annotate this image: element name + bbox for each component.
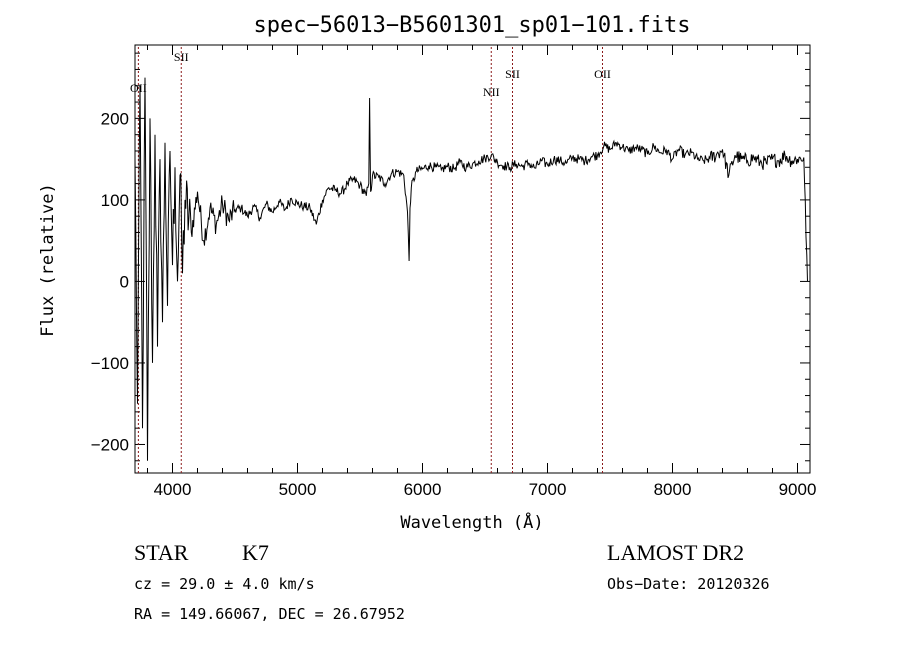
y-axis-label: Flux (relative) (38, 183, 58, 337)
emission-line-label: NII (483, 85, 500, 99)
emission-line-label: SII (174, 50, 189, 64)
spectrum-series-line (134, 77, 808, 461)
observation-date: Obs−Date: 20120326 (607, 575, 770, 593)
object-subclass: K7 (242, 540, 269, 565)
x-axis-label: Wavelength (Å) (400, 511, 543, 533)
plot-area: 4000 5000 6000 7000 8000 9000−200−1000100200O… (91, 44, 817, 499)
survey-name: LAMOST DR2 (607, 540, 744, 565)
object-class: STAR (134, 540, 189, 565)
y-tick-label: −200 (91, 435, 129, 454)
y-tick-label: 200 (101, 109, 129, 128)
chart-title: spec−56013−B5601301_sp01−101.fits (253, 13, 690, 38)
emission-line-label: OII (130, 81, 147, 95)
y-tick-label: 100 (101, 191, 129, 210)
emission-line-label: SII (505, 67, 520, 81)
x-tick-label: 8000 (654, 480, 692, 499)
x-tick-label: 9000 (779, 480, 817, 499)
x-tick-label: 7000 (529, 480, 567, 499)
redshift-value: cz = 29.0 ± 4.0 km/s (134, 575, 315, 593)
x-tick-label: 6000 (404, 480, 442, 499)
coordinates: RA = 149.66067, DEC = 26.67952 (134, 605, 405, 623)
emission-line-label: OII (594, 67, 611, 81)
x-tick-label: 4000 (154, 480, 192, 499)
y-tick-label: −100 (91, 354, 129, 373)
x-tick-label: 5000 (279, 480, 317, 499)
y-tick-label: 0 (120, 272, 129, 291)
plot-frame (134, 44, 811, 474)
